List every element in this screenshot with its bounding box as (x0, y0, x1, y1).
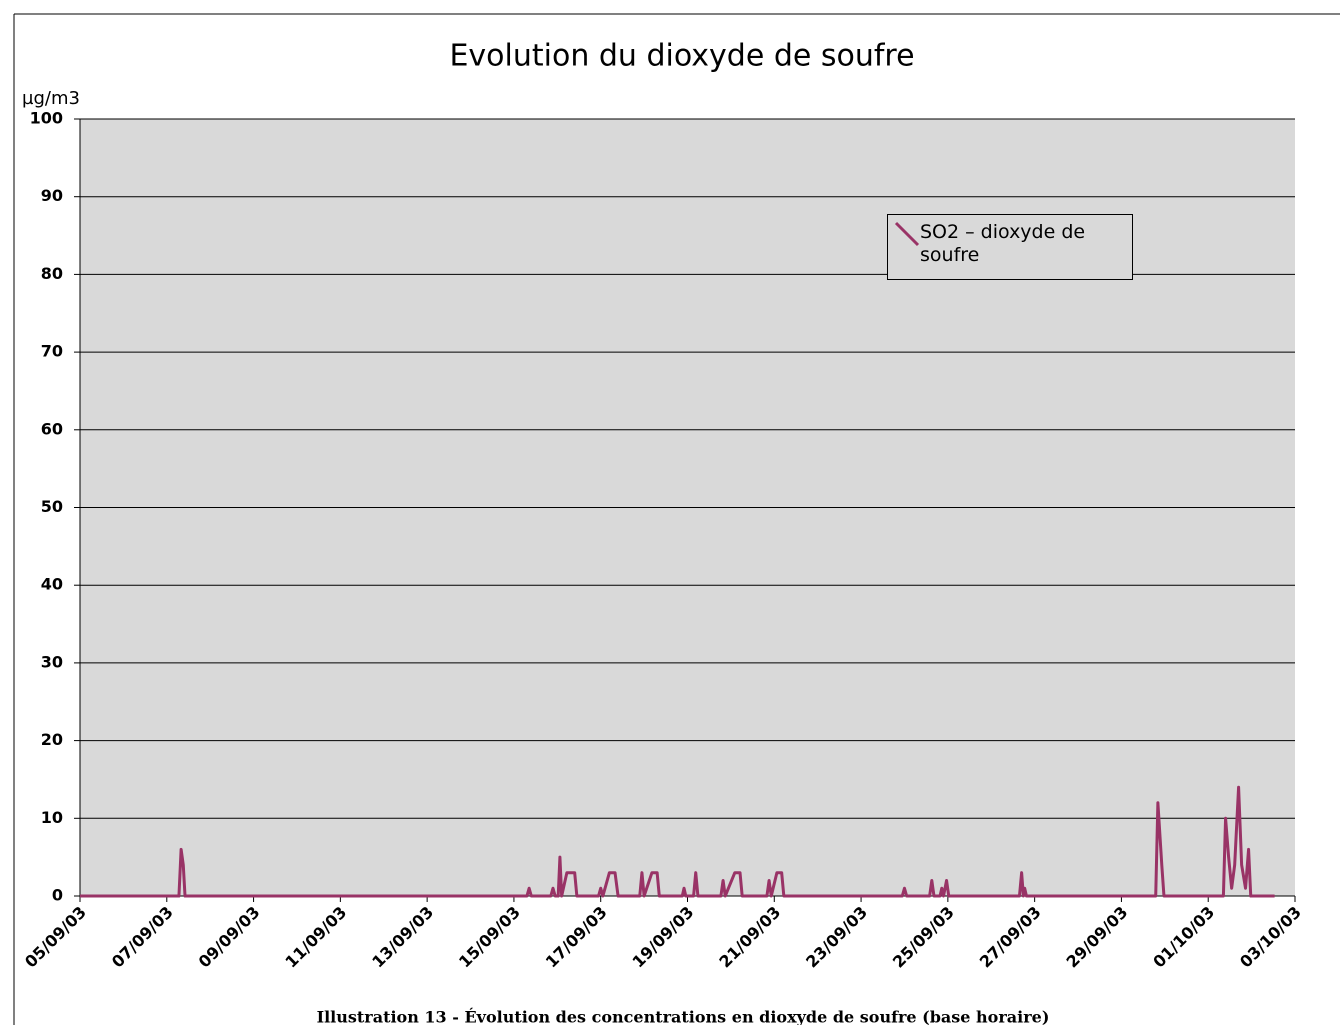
x-tick-label: 09/09/03 (195, 903, 264, 972)
x-tick-label: 05/09/03 (21, 903, 90, 972)
legend: SO2 – dioxyde de soufre (887, 214, 1133, 280)
caption: Illustration 13 - Évolution des concentr… (317, 1007, 1050, 1025)
y-axis-label: µg/m3 (22, 88, 80, 109)
x-tick-label: 11/09/03 (281, 903, 350, 972)
x-tick-label: 01/10/03 (1149, 903, 1218, 972)
x-tick-label: 07/09/03 (108, 903, 177, 972)
x-tick-label: 29/09/03 (1063, 903, 1132, 972)
x-tick-label: 19/09/03 (629, 903, 698, 972)
x-tick-label: 15/09/03 (455, 903, 524, 972)
x-tick-label: 25/09/03 (889, 903, 958, 972)
x-tick-label: 03/10/03 (1236, 903, 1305, 972)
y-tick-label: 0 (52, 886, 63, 905)
y-tick-label: 20 (41, 730, 63, 749)
legend-label: SO2 – dioxyde de soufre (920, 221, 1086, 266)
y-tick-label: 40 (41, 575, 63, 594)
y-tick-label: 90 (41, 186, 63, 205)
y-tick-label: 60 (41, 419, 63, 438)
x-tick-label: 27/09/03 (976, 903, 1045, 972)
legend-line (894, 221, 920, 247)
y-tick-label: 50 (41, 497, 63, 516)
y-tick-label: 100 (30, 109, 63, 128)
chart-title: Evolution du dioxyde de soufre (449, 39, 914, 74)
x-tick-label: 17/09/03 (542, 903, 611, 972)
x-tick-label: 13/09/03 (368, 903, 437, 972)
y-tick-label: 30 (41, 652, 63, 671)
x-tick-label: 21/09/03 (715, 903, 784, 972)
legend-swatch (894, 221, 920, 247)
y-tick-label: 70 (41, 342, 63, 361)
y-tick-label: 80 (41, 264, 63, 283)
x-tick-label: 23/09/03 (802, 903, 871, 972)
y-tick-label: 10 (41, 808, 63, 827)
data-line (80, 785, 1275, 898)
